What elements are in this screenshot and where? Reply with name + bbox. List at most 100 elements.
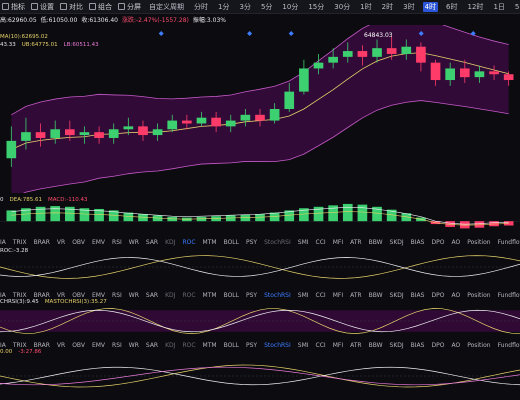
indicator-tab-smi[interactable]: SMI (297, 291, 309, 299)
candle-body[interactable] (372, 48, 382, 57)
indicator-tab-psy[interactable]: PSY (245, 238, 258, 246)
indicator-tab-vr[interactable]: VR (56, 341, 66, 349)
signal-marker[interactable] (470, 31, 476, 36)
timeframe-9[interactable]: 3时 (403, 2, 415, 11)
candle-body[interactable] (357, 51, 368, 57)
candle-body[interactable] (445, 68, 455, 81)
indicator-tab-sar[interactable]: SAR (145, 238, 159, 246)
candle-body[interactable] (196, 117, 207, 124)
indicator-tab-brar[interactable]: BRAR (33, 238, 50, 246)
indicator-tab-obv[interactable]: OBV (72, 341, 85, 349)
indicator-tab-obv[interactable]: OBV (72, 238, 85, 246)
indicator-tab-mtm[interactable]: MTM (202, 341, 217, 349)
indicator-tab-atr[interactable]: ATR (350, 238, 362, 246)
candle-body[interactable] (240, 114, 251, 121)
candle-body[interactable] (50, 129, 61, 138)
candlestick-chart[interactable] (0, 25, 520, 193)
indicator-tab-bias[interactable]: BIAS (410, 238, 425, 246)
timeframe-12[interactable]: 12时 (467, 2, 484, 11)
indicator-tab-mfi[interactable]: MFI (332, 238, 344, 246)
custom-period-button[interactable]: 自定义周期 (149, 2, 184, 11)
timeframe-2[interactable]: 3分 (239, 2, 251, 11)
timeframe-6[interactable]: 30分 (334, 2, 351, 11)
candle-body[interactable] (35, 132, 46, 138)
indicator-tab-position[interactable]: Position (467, 238, 491, 246)
indicator-tab-brar[interactable]: BRAR (33, 291, 50, 299)
candle-body[interactable] (430, 62, 441, 81)
indicator-tab-trix[interactable]: TRIX (12, 291, 27, 299)
indicator-tab-bias[interactable]: BIAS (410, 291, 425, 299)
indicator-tab-rsi[interactable]: RSI (112, 238, 122, 246)
indicator-tab-boll[interactable]: BOLL (223, 291, 239, 299)
indicator-tab-rsi[interactable]: RSI (112, 341, 122, 349)
candle-body[interactable] (167, 120, 178, 130)
indicator-tab-rsi[interactable]: RSI (112, 291, 122, 299)
indicator-tab-ia[interactable]: IA (0, 238, 6, 246)
indicator-tab-dpo[interactable]: DPO (431, 291, 445, 299)
indicator-tab-emv[interactable]: EMV (91, 341, 106, 349)
toolbar-item-2[interactable]: 对比 (60, 2, 83, 12)
indicator-tab-smi[interactable]: SMI (297, 341, 309, 349)
indicator-tab-sar[interactable]: SAR (145, 291, 159, 299)
candle-body[interactable] (299, 68, 309, 92)
indicator-tab-skdj[interactable]: SKDJ (389, 341, 404, 349)
timeframe-5[interactable]: 15分 (308, 2, 325, 11)
indicator-tab-ia[interactable]: IA (0, 341, 6, 349)
signal-marker[interactable] (418, 31, 424, 36)
timeframe-8[interactable]: 2时 (381, 2, 394, 11)
candle-body[interactable] (79, 132, 90, 136)
indicator-tab-fundflow[interactable]: Fundflow (497, 238, 520, 246)
indicator-tab-mfi[interactable]: MFI (332, 291, 344, 299)
indicator-tab-bbw[interactable]: BBW (368, 291, 383, 299)
indicator-tab-psy[interactable]: PSY (245, 291, 258, 299)
candle-body[interactable] (401, 46, 412, 54)
indicator-tab-wr[interactable]: WR (128, 291, 139, 299)
indicator-tab-ao[interactable]: AO (451, 238, 461, 246)
signal-marker[interactable] (247, 31, 253, 36)
candle-body[interactable] (342, 51, 353, 57)
indicator-tab-vr[interactable]: VR (56, 238, 66, 246)
timeframe-0[interactable]: 分时 (194, 2, 208, 11)
candle-body[interactable] (255, 114, 265, 121)
indicator-tab-position[interactable]: Position (467, 291, 491, 299)
indicator-tab-wr[interactable]: WR (128, 341, 139, 349)
indicator-tab-position[interactable]: Position (467, 341, 491, 349)
indicator-tab-cci[interactable]: CCI (315, 341, 326, 349)
indicator-tab-roc[interactable]: ROC (182, 291, 196, 299)
indicator-tab-mtm[interactable]: MTM (202, 291, 217, 299)
indicator-tab-smi[interactable]: SMI (297, 238, 309, 246)
indicator-tab-kdj[interactable]: KDJ (165, 238, 176, 246)
candle-body[interactable] (489, 71, 499, 75)
candle-body[interactable] (152, 129, 163, 136)
signal-marker[interactable] (288, 31, 294, 36)
indicator-tab-bbw[interactable]: BBW (368, 238, 383, 246)
indicator-tab-kdj[interactable]: KDJ (165, 291, 176, 299)
indicator-tab-ao[interactable]: AO (451, 341, 461, 349)
signal-marker[interactable] (158, 31, 164, 36)
candle-body[interactable] (6, 140, 17, 159)
candle-body[interactable] (313, 62, 324, 69)
indicator-tab-sar[interactable]: SAR (145, 341, 159, 349)
indicator-tab-atr[interactable]: ATR (350, 291, 362, 299)
indicator-tab-boll[interactable]: BOLL (223, 238, 239, 246)
candle-body[interactable] (474, 71, 485, 78)
indicator-tab-stochrsi[interactable]: StochRSI (264, 291, 291, 299)
indicator-tab-mfi[interactable]: MFI (332, 341, 344, 349)
candle-body[interactable] (225, 120, 236, 127)
macd-chart[interactable] (0, 196, 520, 232)
indicator-tab-ia[interactable]: IA (0, 291, 6, 299)
cr-chart[interactable] (0, 354, 520, 398)
indicator-tab-skdj[interactable]: SKDJ (389, 291, 404, 299)
indicator-tab-roc[interactable]: ROC (182, 341, 196, 349)
candle-body[interactable] (328, 56, 338, 63)
candle-body[interactable] (284, 91, 295, 109)
candle-body[interactable] (21, 132, 31, 141)
timeframe-3[interactable]: 5分 (260, 2, 273, 11)
candle-body[interactable] (94, 132, 104, 138)
indicator-tab-boll[interactable]: BOLL (223, 341, 239, 349)
timeframe-14[interactable]: 5日 (514, 2, 520, 11)
indicator-tab-brar[interactable]: BRAR (33, 341, 50, 349)
indicator-tab-psy[interactable]: PSY (245, 341, 258, 349)
indicator-tab-atr[interactable]: ATR (350, 341, 362, 349)
indicator-tab-skdj[interactable]: SKDJ (389, 238, 404, 246)
